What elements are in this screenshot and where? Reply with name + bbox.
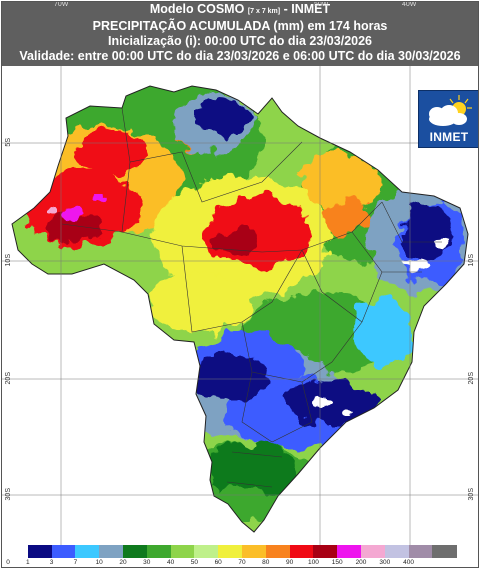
legend-label: 1 [25,559,30,566]
legend-swatch [265,545,291,558]
lon-label-70w: 70W [54,1,69,8]
legend-swatch [75,545,100,558]
legend-label: 80 [262,559,270,566]
lon-label-40w: 40W [402,1,417,8]
legend-label: 400 [403,559,415,566]
legend-label: 60 [214,559,222,566]
lon-label-50w: 50W [314,1,329,8]
legend-swatch [51,545,76,558]
legend-label: 7 [73,559,78,566]
lat-label-left-30s: 30S [5,488,12,501]
legend-swatch [408,545,433,558]
legend-label: 150 [331,559,343,566]
graticule [2,66,478,545]
precipitation-map [2,2,478,545]
legend-swatch [432,545,457,558]
legend-swatch [313,545,338,558]
lat-label-left-5s: 5S [5,138,12,147]
legend-label: 70 [238,559,246,566]
legend-label: 100 [307,559,319,566]
legend-swatch [194,545,219,558]
header-line-3: Inicialização (i): 00:00 UTC do dia 23/0… [108,34,372,48]
legend-swatch [361,545,386,558]
cloud-sun-icon [429,95,472,126]
state-boundaries [61,107,442,488]
country-outline [11,85,469,533]
inmet-logo-text: INMET [429,130,469,144]
lat-label-left-20s: 20S [5,372,12,385]
legend-swatch [4,545,29,558]
legend-label: 30 [143,559,151,566]
legend-label: 20 [119,559,127,566]
map-header: Modelo COSMO [7 x 7 km] - INMET PRECIPIT… [2,2,478,66]
header-line-2: PRECIPITAÇÃO ACUMULADA (mm) em 174 horas [92,19,388,33]
legend-swatch [170,545,195,558]
legend-label: 40 [166,559,175,566]
legend-label: 300 [379,559,391,566]
legend-label: 200 [355,559,367,566]
legend-label: 10 [95,559,103,566]
lat-label-left-10s: 10S [5,254,12,267]
legend-swatch [27,545,53,558]
lat-label-right-10s: 10S [468,254,475,267]
legend-swatch [99,545,124,558]
legend-label: 90 [285,559,294,566]
lat-label-right-30s: 30S [468,488,475,501]
legend-swatch [242,545,267,558]
legend-label: 0 [6,559,10,566]
lat-label-right-20s: 20S [468,372,475,385]
legend-swatch [289,545,314,558]
legend-swatch [384,545,410,558]
header-line-4: Validade: entre 00:00 UTC do dia 23/03/2… [19,49,461,63]
color-legend: 0 1 3 7 10 20 30 40 50 60 70 80 90 100 150 200 300 400 [2,545,478,567]
inmet-logo: INMET [418,90,478,148]
legend-swatch [337,545,362,558]
legend-label: 3 [49,559,54,566]
legend-label: 50 [190,559,199,566]
header-line-1: Modelo COSMO [7 x 7 km] - INMET [149,2,331,16]
legend-swatch [123,545,148,558]
legend-swatch [218,545,243,558]
legend-swatch [146,545,172,558]
